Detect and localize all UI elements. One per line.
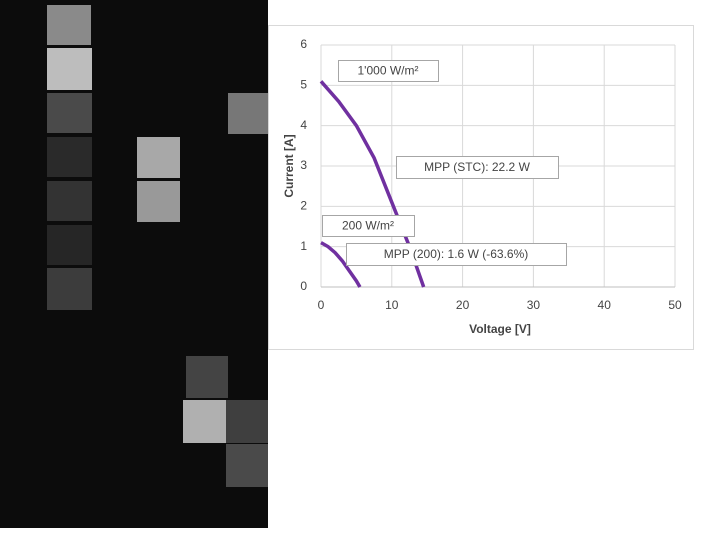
y-tick-label: 4 — [300, 118, 307, 132]
cell — [47, 137, 92, 177]
cell — [183, 400, 226, 443]
annotation-box — [322, 215, 415, 237]
cell — [47, 268, 92, 310]
y-tick-label: 6 — [300, 37, 307, 51]
annotation: 1'000 W/m² — [358, 64, 419, 78]
series-line — [320, 241, 362, 288]
x-tick-label: 20 — [456, 298, 470, 312]
cell — [137, 137, 180, 178]
x-tick-label: 40 — [598, 298, 612, 312]
cell — [228, 93, 268, 134]
cell — [47, 93, 92, 133]
cell — [47, 5, 91, 45]
annotation: 200 W/m² — [342, 219, 394, 233]
cell — [47, 48, 92, 90]
cell — [186, 356, 228, 398]
y-tick-label: 0 — [300, 279, 307, 293]
cell — [226, 400, 268, 443]
y-tick-label: 2 — [300, 199, 307, 213]
chart-frame — [268, 25, 694, 350]
x-axis-label: Voltage [V] — [469, 322, 531, 336]
cell — [47, 225, 92, 265]
x-tick-label: 0 — [318, 298, 325, 312]
x-tick-label: 10 — [385, 298, 399, 312]
y-axis-label: Current [A] — [282, 134, 296, 197]
y-tick-label: 1 — [300, 239, 307, 253]
chart: 0 10 20 30 40 50 0 1 2 3 4 5 6 Voltage [V] Current [A]… — [282, 37, 682, 336]
x-tick-label: 50 — [668, 298, 682, 312]
y-tick-label: 5 — [300, 78, 307, 92]
annotation-box — [346, 243, 567, 266]
cell — [137, 181, 180, 222]
x-tick-label: 30 — [527, 298, 541, 312]
annotation: MPP (200): 1.6 W (-63.6%) — [384, 247, 529, 261]
cell — [226, 444, 268, 487]
y-tick-label: 3 — [300, 158, 307, 172]
el-image — [0, 0, 268, 528]
cell — [47, 181, 92, 221]
annotation-box — [338, 60, 439, 82]
annotation-box — [396, 156, 559, 179]
annotation: MPP (STC): 22.2 W — [424, 160, 530, 174]
